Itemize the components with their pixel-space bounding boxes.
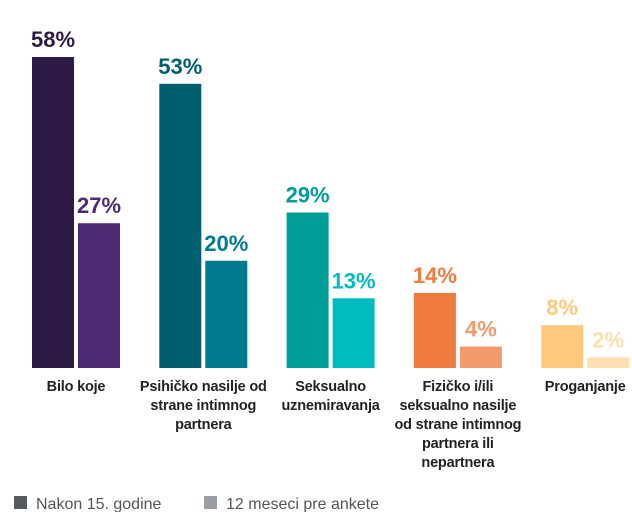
- value-label: 2%: [592, 327, 624, 352]
- bar: [541, 325, 584, 368]
- category-label: Seksualno uznemiravanja: [281, 379, 380, 414]
- value-label: 13%: [332, 268, 376, 293]
- bar: [205, 260, 248, 368]
- legend-label: 12 meseci pre ankete: [226, 496, 379, 512]
- legend-swatch: [204, 496, 217, 509]
- bar: [78, 223, 120, 368]
- value-label: 53%: [158, 54, 202, 79]
- bar: [332, 298, 375, 368]
- category-label: Fizičko i/ili seksualno nasilje od stran…: [394, 379, 522, 471]
- bar: [159, 83, 202, 368]
- value-label: 29%: [286, 183, 330, 208]
- value-label: 8%: [546, 295, 578, 320]
- category-label: Proganjanje: [544, 379, 626, 395]
- value-label: 20%: [204, 231, 248, 256]
- legend-label: Nakon 15. godine: [36, 496, 162, 512]
- category-label: Psihičko nasilje od strane intimnog part…: [139, 379, 267, 433]
- value-label: 27%: [77, 193, 121, 218]
- bar: [413, 292, 456, 368]
- category-label: Bilo koje: [46, 379, 106, 395]
- legend-swatch: [14, 496, 27, 509]
- value-label: 14%: [413, 263, 457, 288]
- bar: [32, 57, 74, 368]
- bar: [459, 346, 502, 368]
- bar: [587, 357, 630, 368]
- bar: [286, 212, 329, 368]
- value-label: 58%: [31, 27, 75, 52]
- value-label: 4%: [465, 317, 497, 342]
